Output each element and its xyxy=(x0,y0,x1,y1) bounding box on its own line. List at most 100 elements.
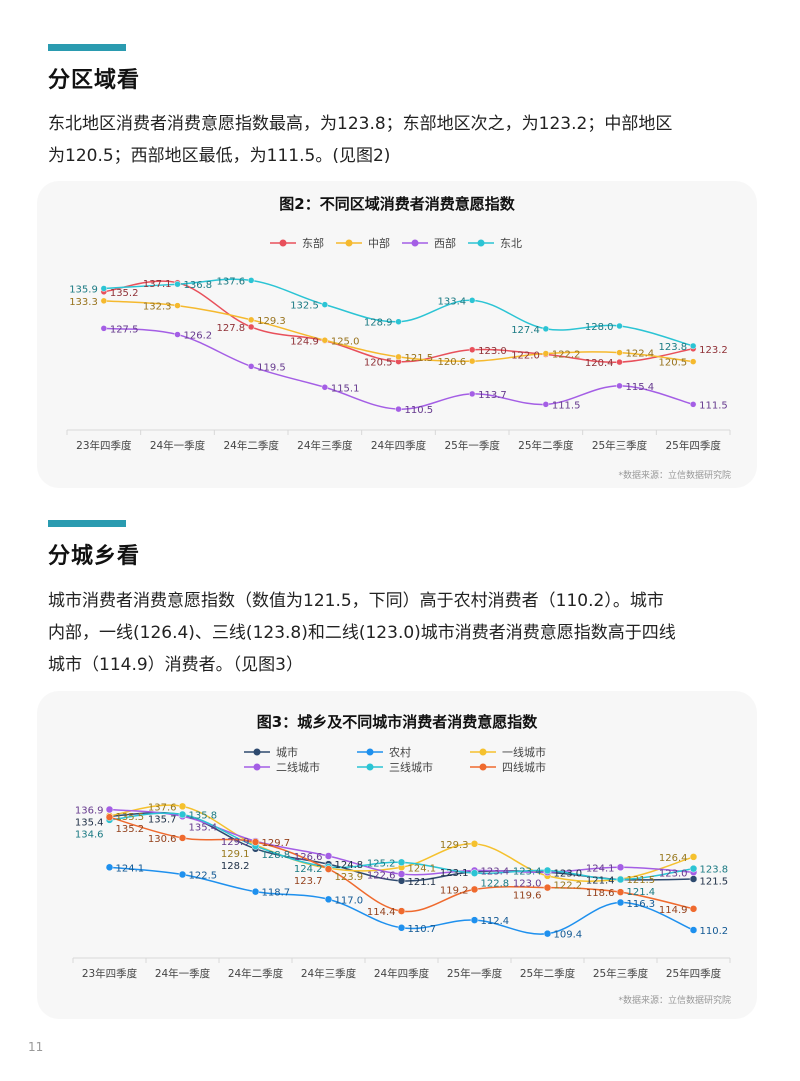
data-point-二线城市[interactable] xyxy=(324,852,333,860)
data-point-中部[interactable] xyxy=(468,357,476,365)
data-point-农村[interactable] xyxy=(178,870,187,879)
legend-item-四线城市[interactable]: 四线城市 xyxy=(470,760,546,774)
data-point-三线城市[interactable] xyxy=(689,864,698,873)
data-point-三线城市[interactable] xyxy=(543,866,552,875)
x-tick-label: 25年四季度 xyxy=(666,967,722,980)
data-label: 122.4 xyxy=(626,349,655,360)
legend-item-二线城市[interactable]: 二线城市 xyxy=(244,760,320,774)
legend-label: 东部 xyxy=(302,236,324,250)
data-point-东北[interactable] xyxy=(174,280,181,288)
data-point-四线城市[interactable] xyxy=(105,813,114,821)
data-point-东北[interactable] xyxy=(689,342,697,350)
x-tick-label: 24年二季度 xyxy=(223,439,279,452)
data-point-三线城市[interactable] xyxy=(178,810,187,819)
data-label: 134.6 xyxy=(75,830,104,841)
data-point-一线城市[interactable] xyxy=(689,853,698,861)
data-label: 123.0 xyxy=(478,346,507,357)
data-point-中部[interactable] xyxy=(616,349,623,356)
legend-item-东北[interactable]: 东北 xyxy=(468,237,522,250)
data-point-农村[interactable] xyxy=(397,924,406,932)
data-label: 120.4 xyxy=(585,358,614,369)
data-point-西部[interactable] xyxy=(174,331,181,338)
legend-item-农村[interactable]: 农村 xyxy=(357,745,411,759)
data-point-中部[interactable] xyxy=(100,297,108,305)
data-point-三线城市[interactable] xyxy=(616,875,625,884)
data-point-中部[interactable] xyxy=(689,358,697,365)
data-point-东北[interactable] xyxy=(321,301,329,308)
data-point-西部[interactable] xyxy=(247,363,255,370)
data-label: 121.4 xyxy=(586,875,615,886)
data-label: 114.4 xyxy=(367,907,396,918)
data-point-农村[interactable] xyxy=(105,863,114,872)
data-point-西部[interactable] xyxy=(689,401,697,408)
data-point-东北[interactable] xyxy=(100,285,108,292)
data-point-三线城市[interactable] xyxy=(470,869,479,877)
data-label: 111.5 xyxy=(699,400,728,411)
data-point-一线城市[interactable] xyxy=(470,840,479,848)
x-tick-label: 24年四季度 xyxy=(374,967,430,980)
data-point-一线城市[interactable] xyxy=(178,802,187,811)
legend-item-三线城市[interactable]: 三线城市 xyxy=(357,760,433,774)
data-point-四线城市[interactable] xyxy=(470,885,479,894)
legend-marker-icon xyxy=(479,763,487,771)
legend-item-一线城市[interactable]: 一线城市 xyxy=(470,745,546,759)
data-label: 117.0 xyxy=(335,895,364,906)
data-point-西部[interactable] xyxy=(100,325,108,332)
data-label: 112.4 xyxy=(481,916,510,927)
data-point-中部[interactable] xyxy=(321,337,329,344)
data-point-中部[interactable] xyxy=(542,350,550,357)
data-label: 127.4 xyxy=(511,325,540,336)
legend-item-东部[interactable]: 东部 xyxy=(270,236,324,250)
data-point-中部[interactable] xyxy=(395,353,402,361)
data-point-农村[interactable] xyxy=(616,898,625,907)
data-point-东部[interactable] xyxy=(468,346,476,353)
data-point-中部[interactable] xyxy=(174,302,181,309)
data-point-农村[interactable] xyxy=(689,926,698,934)
data-point-农村[interactable] xyxy=(324,895,333,904)
legend-item-西部[interactable]: 西部 xyxy=(402,236,456,250)
data-point-东部[interactable] xyxy=(616,358,623,366)
data-label: 114.9 xyxy=(659,905,688,916)
data-label: 127.8 xyxy=(217,323,246,334)
data-point-二线城市[interactable] xyxy=(616,863,625,872)
data-point-四线城市[interactable] xyxy=(397,907,406,915)
data-point-农村[interactable] xyxy=(251,887,260,896)
data-point-四线城市[interactable] xyxy=(251,838,260,846)
data-label: 121.5 xyxy=(405,353,434,364)
legend-item-中部[interactable]: 中部 xyxy=(336,236,390,250)
data-point-西部[interactable] xyxy=(542,401,550,408)
data-point-二线城市[interactable] xyxy=(397,870,406,878)
data-point-西部[interactable] xyxy=(395,405,402,413)
data-label: 124.1 xyxy=(116,863,145,874)
data-point-城市[interactable] xyxy=(689,875,698,883)
legend-item-城市[interactable]: 城市 xyxy=(244,745,298,759)
data-point-四线城市[interactable] xyxy=(689,905,698,913)
section-accent-bar xyxy=(48,520,126,527)
data-point-农村[interactable] xyxy=(543,929,552,938)
data-label: 127.5 xyxy=(110,324,139,335)
data-point-农村[interactable] xyxy=(470,916,479,924)
data-point-东北[interactable] xyxy=(247,277,255,284)
data-point-城市[interactable] xyxy=(397,877,406,885)
x-tick-label: 25年三季度 xyxy=(592,439,648,452)
paragraph-line: 东北地区消费者消费意愿指数最高，为123.8；东部地区次之，为123.2；中部地… xyxy=(48,114,673,134)
data-point-东北[interactable] xyxy=(468,297,476,304)
data-point-四线城市[interactable] xyxy=(616,888,625,896)
data-label: 119.2 xyxy=(440,885,469,896)
data-point-西部[interactable] xyxy=(321,384,329,391)
data-point-三线城市[interactable] xyxy=(397,858,406,867)
data-point-东部[interactable] xyxy=(247,323,255,331)
data-label: 137.6 xyxy=(148,802,177,813)
data-point-东北[interactable] xyxy=(616,322,623,330)
data-point-东北[interactable] xyxy=(395,318,402,325)
data-point-西部[interactable] xyxy=(468,390,476,398)
data-point-中部[interactable] xyxy=(247,316,255,324)
data-point-东北[interactable] xyxy=(542,325,550,333)
data-point-四线城市[interactable] xyxy=(178,834,187,842)
data-point-四线城市[interactable] xyxy=(543,883,552,892)
x-tick-label: 24年一季度 xyxy=(155,967,211,980)
data-point-二线城市[interactable] xyxy=(105,805,114,814)
data-point-四线城市[interactable] xyxy=(324,865,333,873)
data-point-西部[interactable] xyxy=(616,382,623,390)
data-label: 122.5 xyxy=(189,871,218,882)
